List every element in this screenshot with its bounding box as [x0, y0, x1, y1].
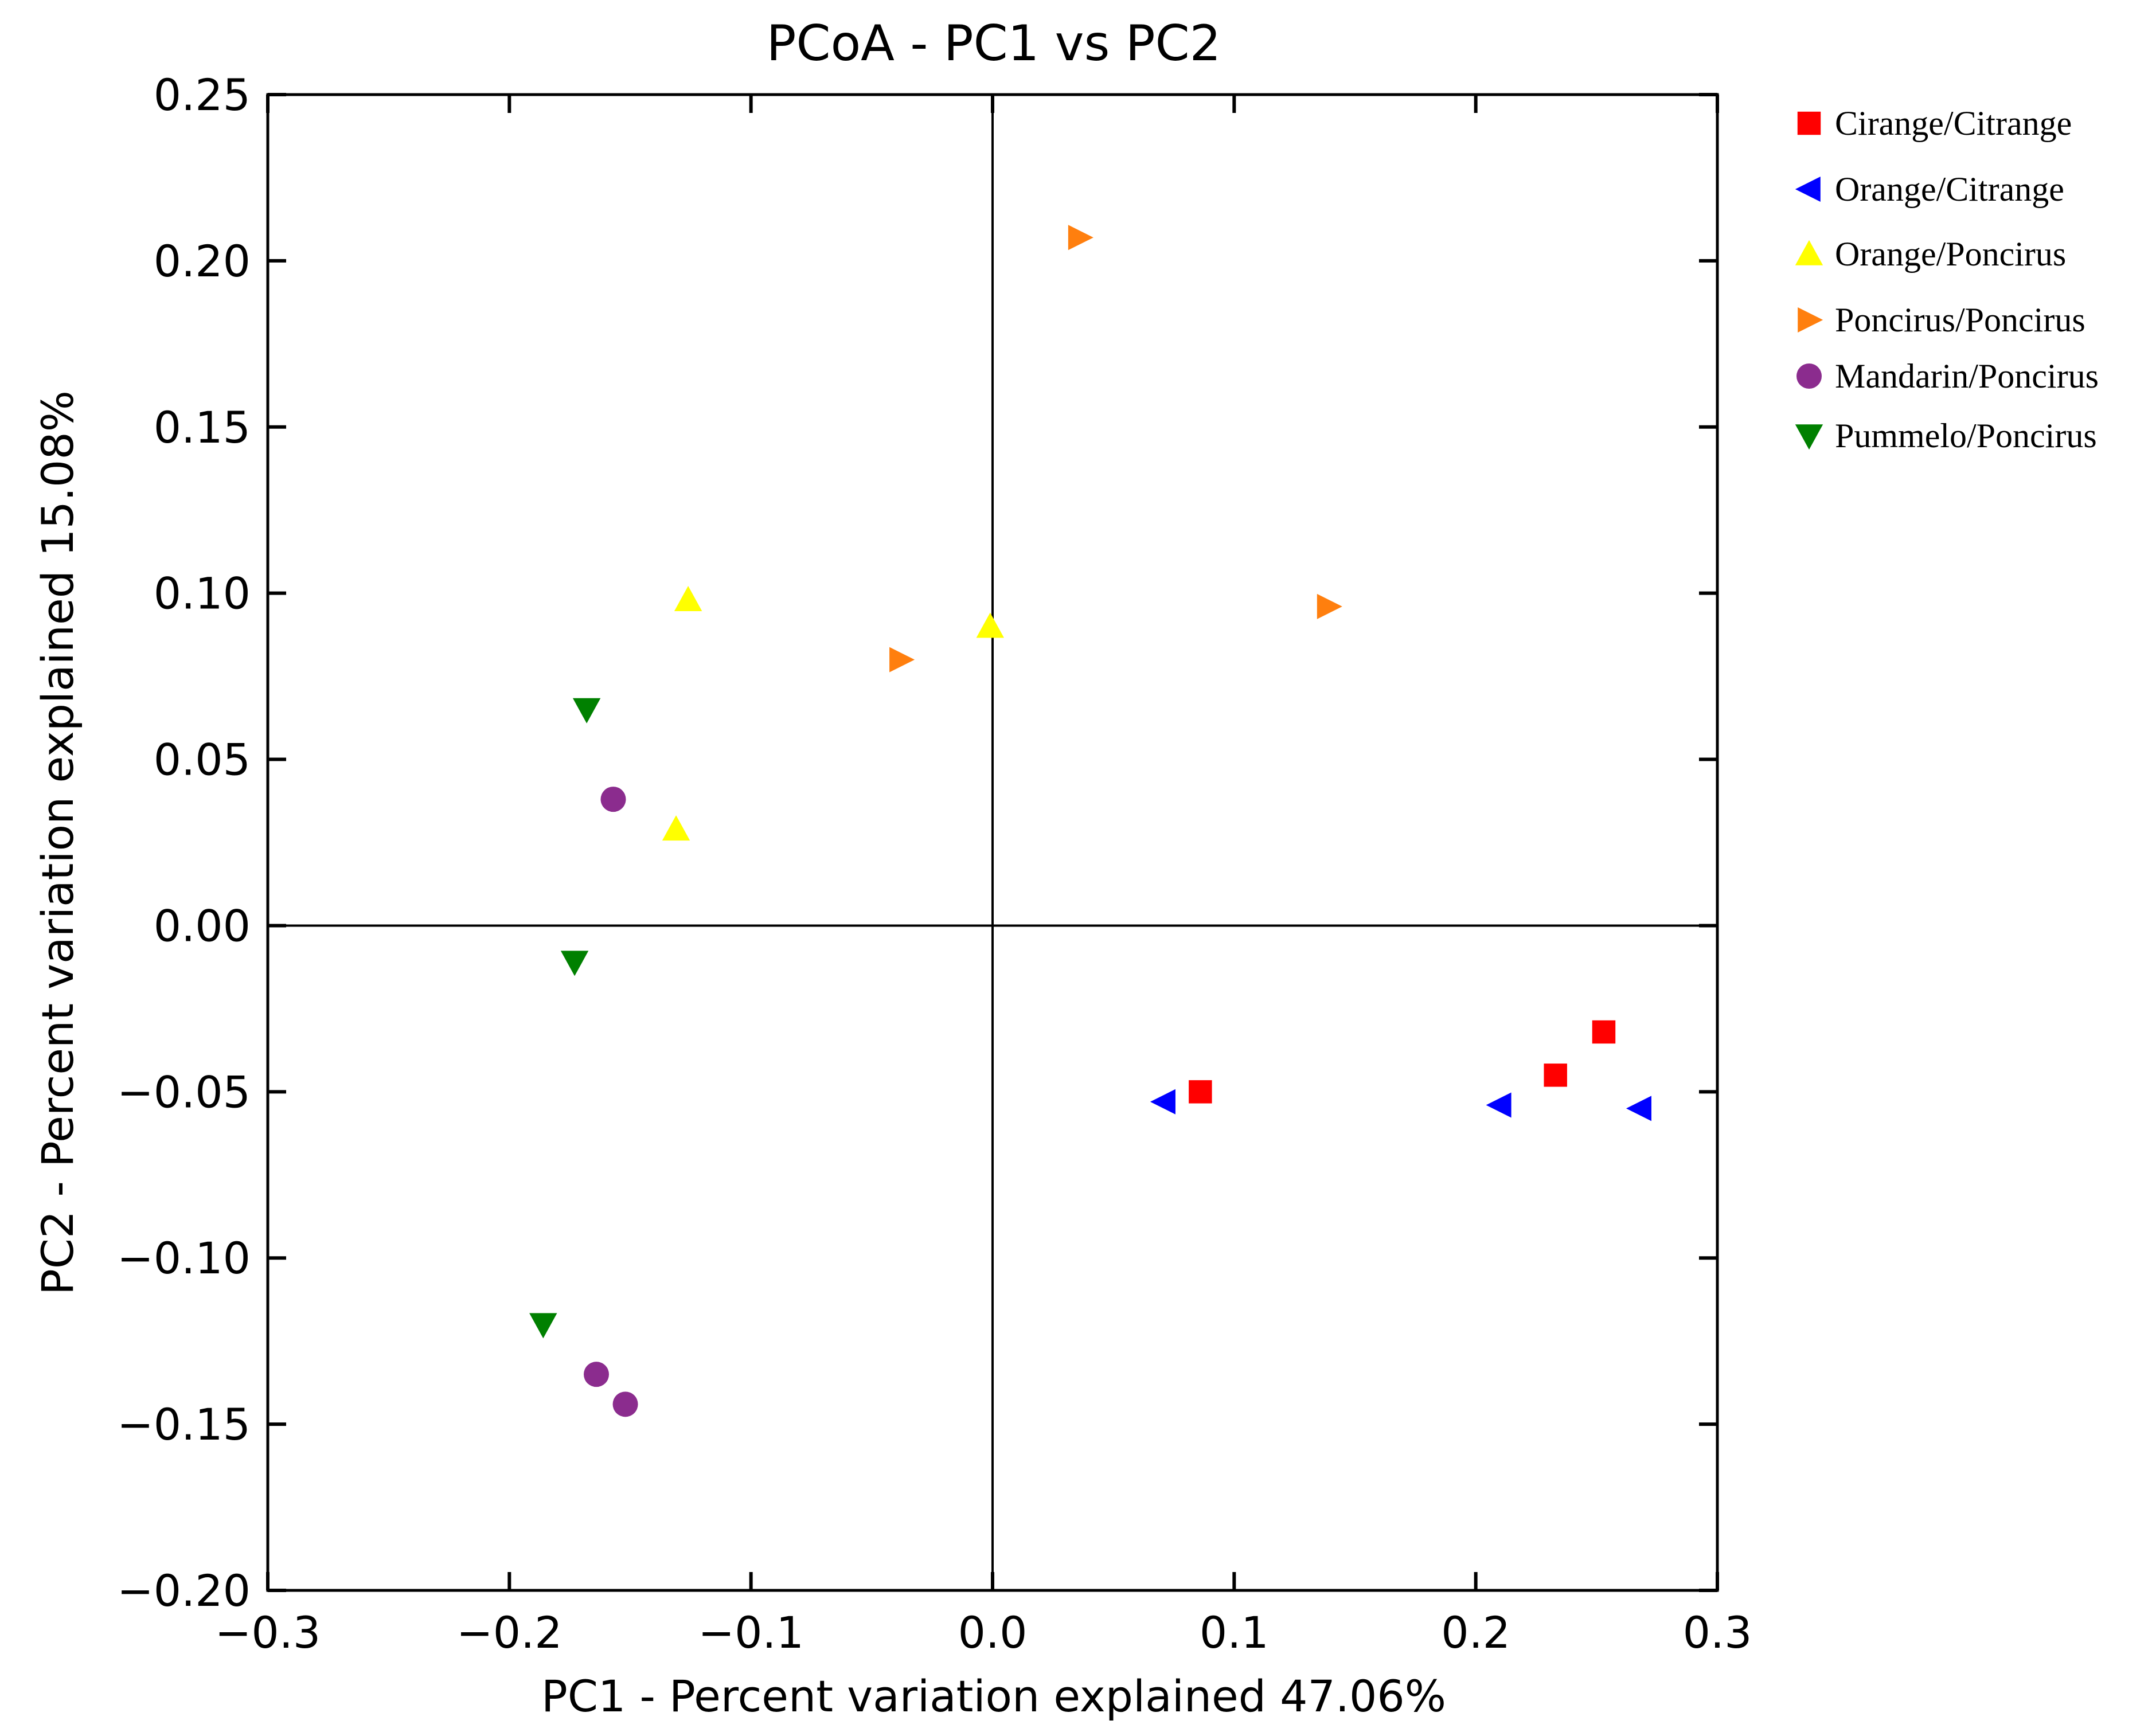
point-orange-poncirus [674, 586, 702, 612]
legend-marker-cirange-citrange [1797, 111, 1821, 135]
chart-title: PCoA - PC1 vs PC2 [767, 15, 1221, 72]
x-tick-label: −0.2 [456, 1607, 563, 1658]
legend-label-orange-citrange: Orange/Citrange [1835, 170, 2064, 208]
legend-label-orange-poncirus: Orange/Poncirus [1835, 235, 2066, 273]
x-tick-label: 0.2 [1441, 1607, 1510, 1658]
point-mandarin-poncirus [612, 1391, 638, 1417]
point-cirange-citrange [1592, 1020, 1616, 1044]
x-tick-labels: −0.3 −0.2 −0.1 0.0 0.1 0.2 0.3 [215, 1607, 1752, 1658]
legend-label-pummelo-poncirus: Pummelo/Poncirus [1835, 417, 2097, 455]
legend-marker-mandarin-poncirus [1796, 363, 1822, 389]
point-orange-poncirus [662, 815, 690, 841]
legend-label-cirange-citrange: Cirange/Citrange [1835, 104, 2072, 142]
legend: Cirange/Citrange Orange/Citrange Orange/Po… [1795, 104, 2099, 455]
y-tick-label: 0.25 [154, 69, 251, 120]
reference-lines [268, 95, 1717, 1590]
legend-marker-orange-citrange [1795, 177, 1821, 202]
data-points [529, 225, 1651, 1417]
point-poncirus-poncirus [889, 647, 915, 672]
point-orange-citrange [1150, 1089, 1175, 1115]
legend-marker-poncirus-poncirus [1798, 307, 1823, 333]
y-axis-label: PC2 - Percent variation explained 15.08% [32, 390, 83, 1295]
x-axis-label: PC1 - Percent variation explained 47.06% [541, 1671, 1446, 1722]
x-tick-label: 0.1 [1200, 1607, 1269, 1658]
y-tick-label: 0.15 [154, 402, 251, 453]
point-pummelo-poncirus [529, 1313, 557, 1339]
point-mandarin-poncirus [600, 787, 626, 812]
point-poncirus-poncirus [1317, 593, 1342, 619]
point-orange-citrange [1486, 1092, 1512, 1118]
y-tick-label: 0.10 [154, 568, 251, 619]
point-pummelo-poncirus [572, 698, 601, 724]
point-pummelo-poncirus [560, 951, 589, 976]
y-tick-labels: −0.20 −0.15 −0.10 −0.05 0.00 0.05 0.10 0.15 0.20… [117, 69, 251, 1616]
y-tick-label: −0.10 [117, 1233, 251, 1284]
point-cirange-citrange [1189, 1080, 1212, 1104]
y-tick-label: 0.00 [154, 900, 251, 951]
y-tick-label: −0.20 [117, 1565, 251, 1616]
y-tick-label: −0.15 [117, 1399, 251, 1450]
x-tick-label: 0.3 [1683, 1607, 1752, 1658]
legend-label-mandarin-poncirus: Mandarin/Poncirus [1835, 357, 2099, 395]
axis-ticks [266, 93, 1719, 1592]
y-tick-label: 0.20 [154, 236, 251, 287]
legend-marker-pummelo-poncirus [1795, 424, 1823, 450]
y-tick-label: 0.05 [154, 734, 251, 785]
point-cirange-citrange [1544, 1064, 1567, 1087]
point-mandarin-poncirus [584, 1362, 610, 1387]
x-tick-label: −0.3 [215, 1607, 321, 1658]
legend-marker-orange-poncirus [1795, 240, 1823, 265]
point-poncirus-poncirus [1068, 225, 1093, 251]
legend-label-poncirus-poncirus: Poncirus/Poncirus [1835, 301, 2085, 339]
point-orange-citrange [1626, 1096, 1651, 1121]
y-tick-label: −0.05 [117, 1066, 251, 1117]
point-orange-poncirus [976, 612, 1004, 638]
x-tick-label: 0.0 [958, 1607, 1028, 1658]
x-tick-label: −0.1 [698, 1607, 804, 1658]
